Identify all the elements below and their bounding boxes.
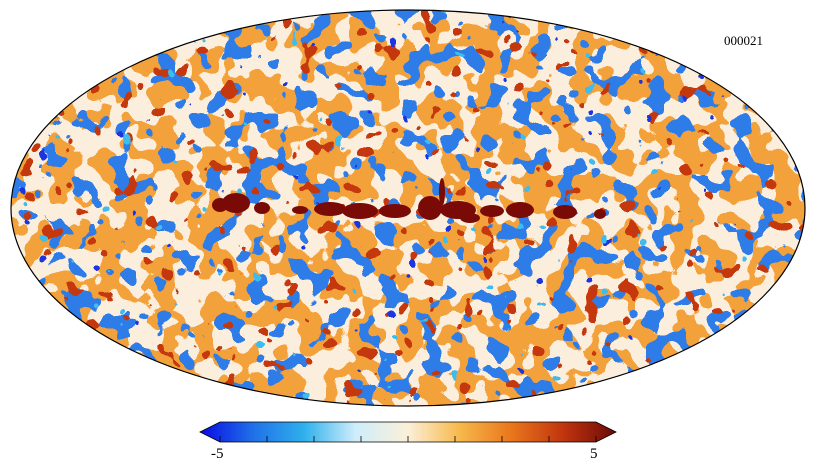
galactic-band-blob xyxy=(506,202,534,218)
sky-map xyxy=(10,9,806,407)
galactic-band-blob xyxy=(418,196,442,220)
colorbar-min-label: -5 xyxy=(211,446,224,462)
galactic-band-blob xyxy=(254,202,270,214)
galactic-band-blob xyxy=(480,205,504,217)
sky-map-field xyxy=(11,10,805,406)
map-outline xyxy=(10,9,806,407)
map-id-label: 000021 xyxy=(724,33,763,48)
galactic-band-blob xyxy=(212,198,228,212)
colorbar-max-label: 5 xyxy=(590,446,598,462)
galactic-plane-band xyxy=(212,178,606,223)
colorbar xyxy=(199,421,617,443)
colorbar-ticks xyxy=(219,436,597,442)
galactic-band-blob xyxy=(439,178,445,206)
galactic-band-blob xyxy=(594,209,606,219)
galactic-band-blob xyxy=(460,213,480,223)
galactic-band-blob xyxy=(553,205,577,219)
galactic-band-blob xyxy=(292,206,308,214)
galactic-band-blob xyxy=(314,202,346,216)
galactic-band-blob xyxy=(379,204,411,218)
galactic-band-blob xyxy=(342,203,378,219)
galactic-band-blob xyxy=(222,193,250,213)
